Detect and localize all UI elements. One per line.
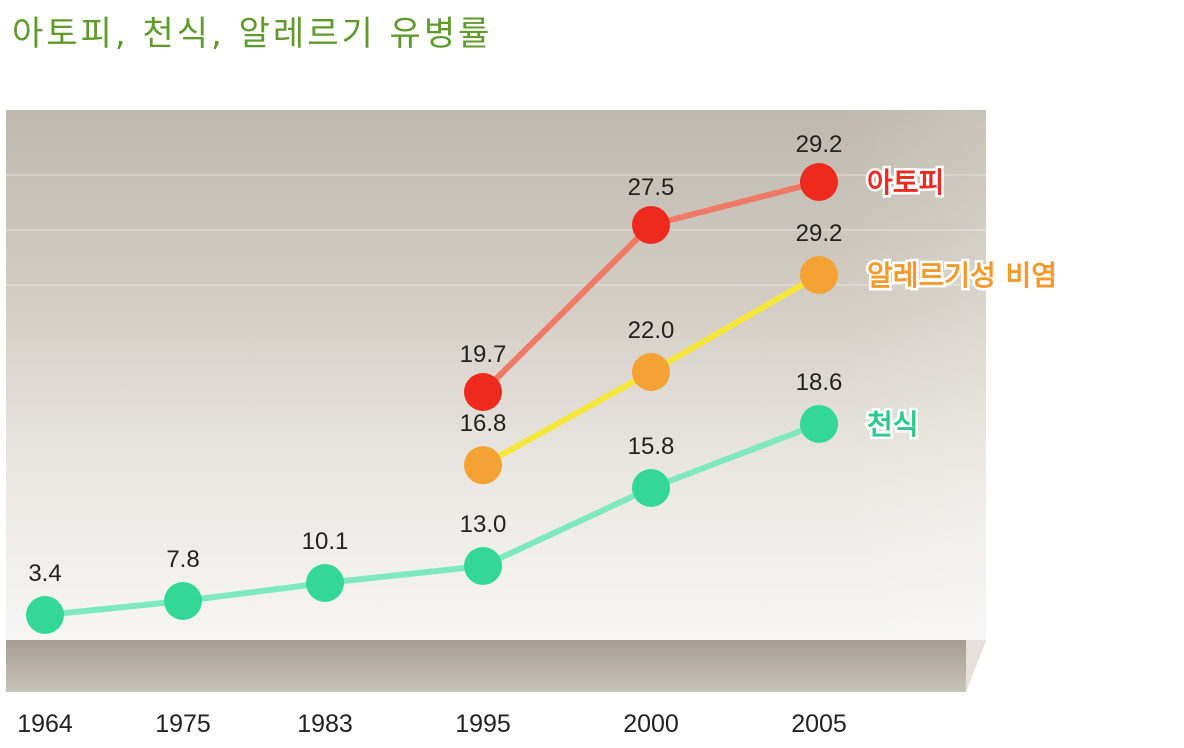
x-tick-label-1975: 1975 [155,710,211,738]
allergic-rhinitis-series-label: 알레르기성 비염 [867,259,1057,292]
x-tick-label-1983: 1983 [297,710,353,738]
allergic-rhinitis-point-1995 [464,446,502,485]
x-tick-label-2000: 2000 [623,710,679,738]
atopy-data-label-2000: 27.5 [628,174,675,201]
allergic-rhinitis-data-label-2000: 22.0 [628,317,675,344]
atopy-data-label-2005: 29.2 [796,131,843,158]
atopy-point-2005 [800,163,838,201]
asthma-point-1964 [26,596,64,634]
asthma-data-label-1983: 10.1 [302,528,349,555]
asthma-point-2000 [632,469,670,507]
x-tick-label-2005: 2005 [791,710,847,738]
asthma-data-label-1995: 13.0 [460,511,507,538]
atopy-series-label: 아토피 [867,166,944,199]
allergic-rhinitis-data-label-2005: 29.2 [796,220,843,247]
atopy-data-label-1995: 19.7 [460,341,507,368]
asthma-data-label-1964: 3.4 [28,560,61,587]
asthma-series-label: 천식 [867,408,919,441]
asthma-series-line [42,421,822,618]
plot-floor [6,640,986,692]
atopy-point-2000 [632,206,670,244]
asthma-data-label-1975: 7.8 [166,546,199,573]
x-tick-label-1995: 1995 [455,710,511,738]
asthma-data-label-2000: 15.8 [628,433,675,460]
asthma-point-1983 [306,564,344,602]
allergic-rhinitis-point-2005 [800,256,838,294]
page-title: 아토피, 천식, 알레르기 유병률 [12,14,493,54]
asthma-point-1995 [464,547,502,585]
asthma-point-2005 [800,405,838,443]
asthma-point-1975 [164,582,202,620]
asthma-data-label-2005: 18.6 [796,369,843,396]
atopy-point-1995 [464,373,502,411]
allergic-rhinitis-data-label-1995: 16.8 [460,410,507,437]
x-tick-label-1964: 1964 [17,710,73,738]
allergic-rhinitis-point-2000 [632,353,670,391]
